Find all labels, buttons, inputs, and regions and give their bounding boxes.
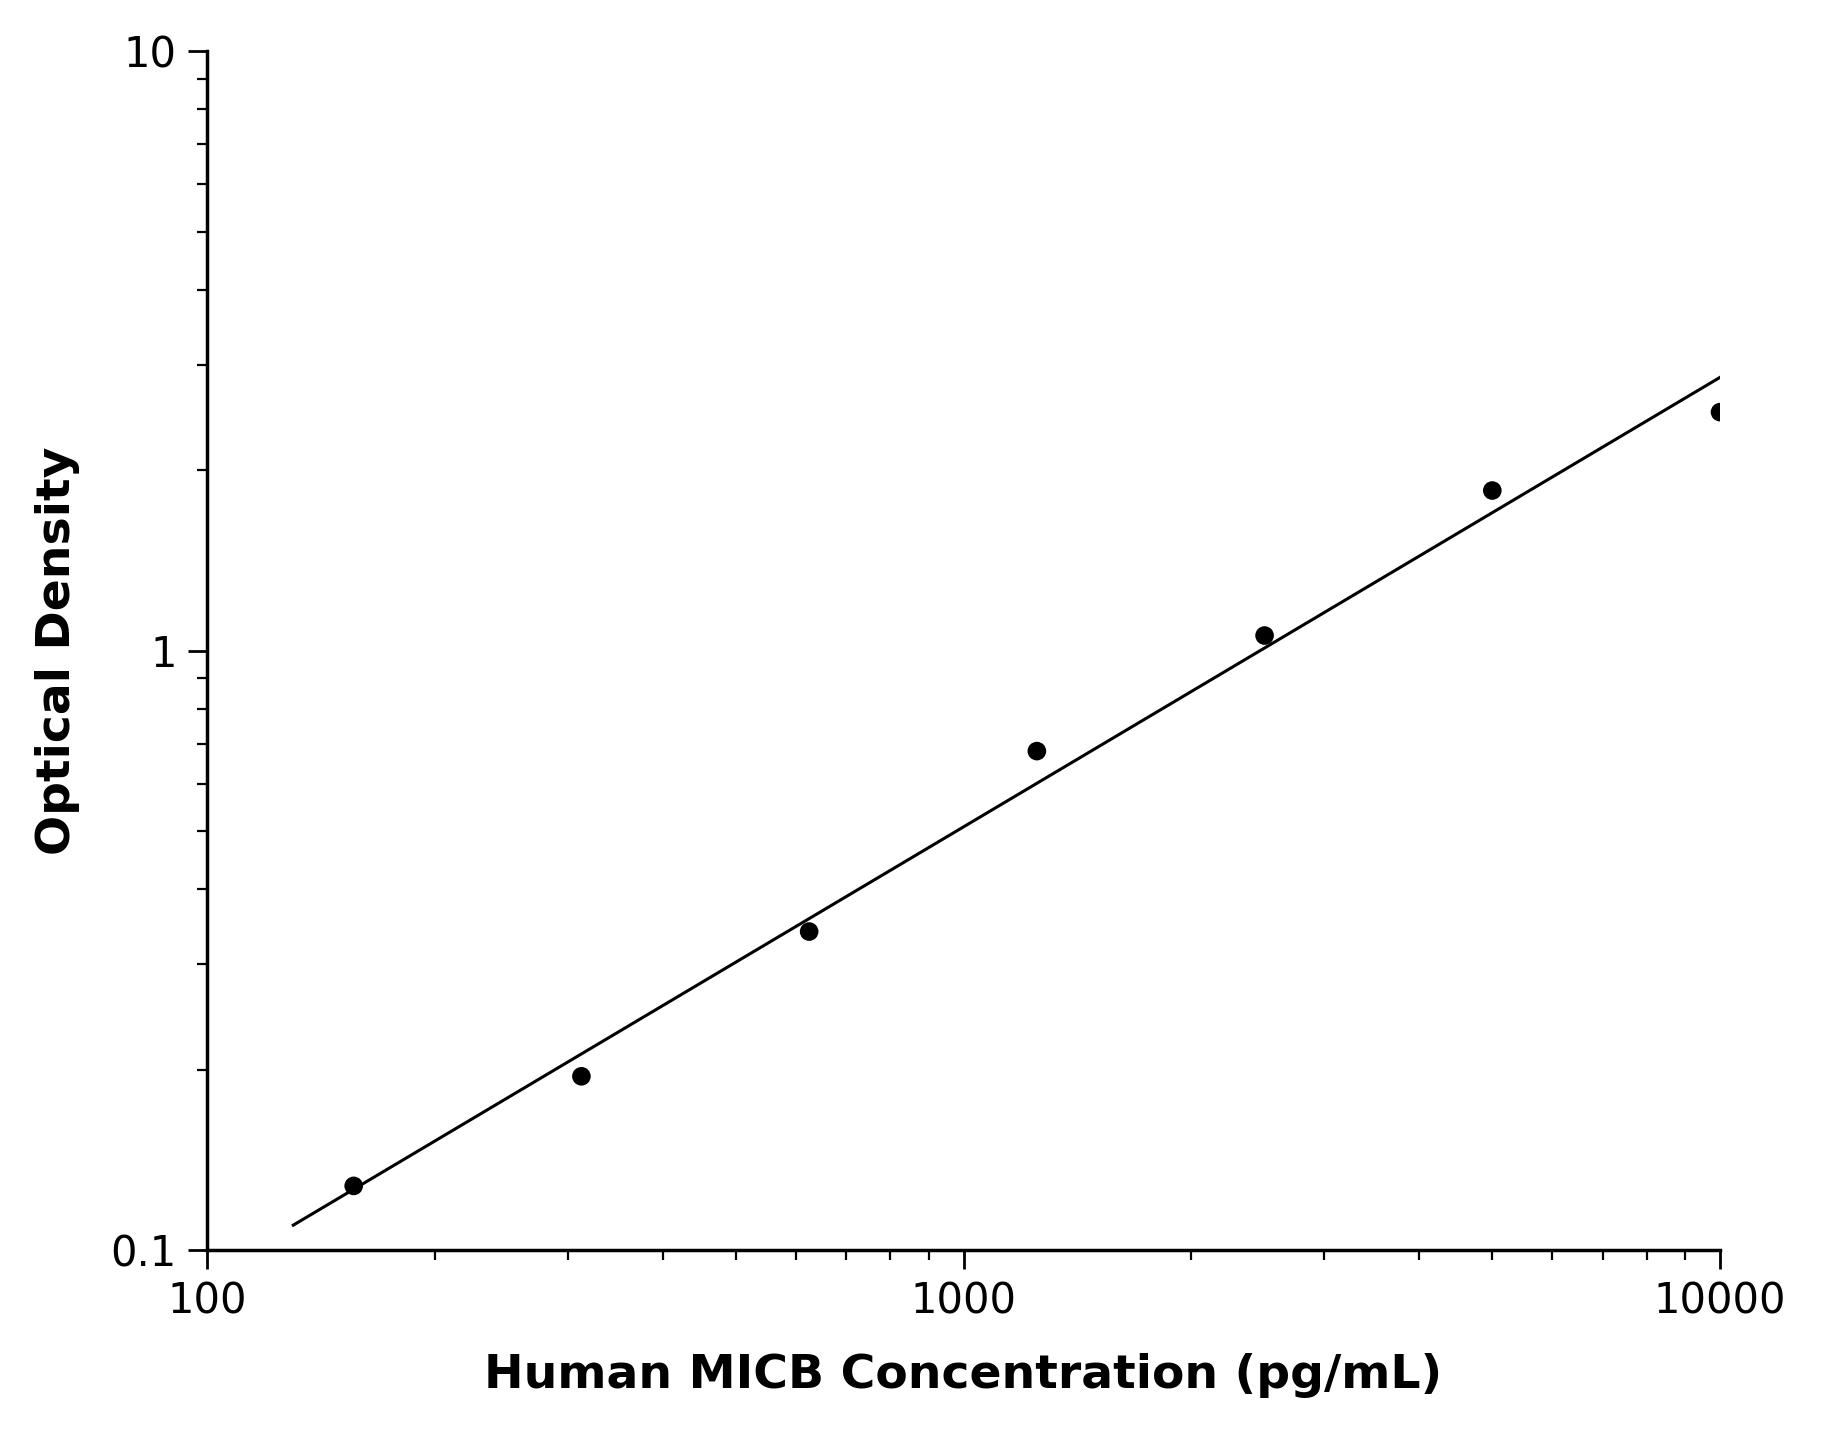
Point: [1477, 479, 1506, 502]
Point: [339, 1175, 368, 1198]
Point: [1706, 401, 1735, 424]
Point: [1022, 739, 1051, 762]
Point: [1249, 623, 1278, 646]
Point: [566, 1065, 595, 1088]
Y-axis label: Optical Density: Optical Density: [35, 447, 80, 856]
X-axis label: Human MICB Concentration (pg/mL): Human MICB Concentration (pg/mL): [484, 1353, 1442, 1399]
Point: [794, 920, 823, 943]
